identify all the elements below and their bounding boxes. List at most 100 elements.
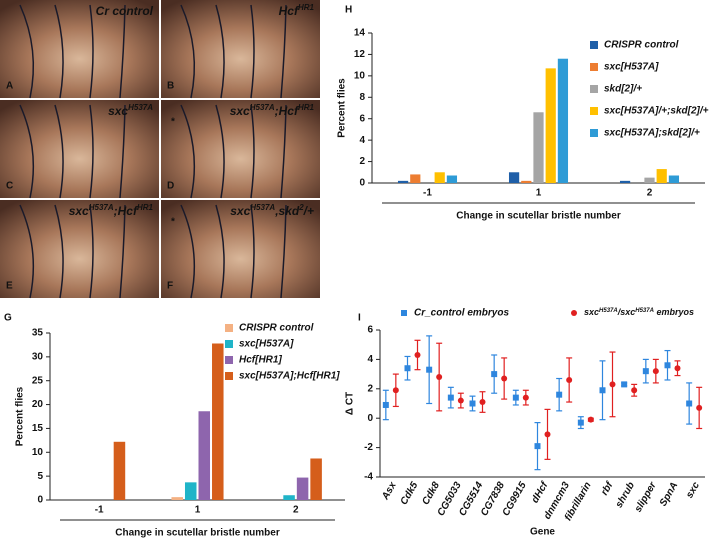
label-part: HR1	[298, 3, 315, 12]
point	[599, 387, 606, 394]
legend-swatch	[590, 107, 598, 115]
bristle	[215, 104, 225, 199]
bristle	[250, 104, 255, 199]
bristle	[180, 4, 196, 99]
photo-panels	[0, 0, 320, 299]
y-tick-label: 5	[37, 471, 43, 482]
y-tick-label: 10	[354, 70, 366, 81]
x-tick-label: Cdk8	[420, 480, 442, 507]
point	[447, 394, 454, 401]
point	[469, 400, 476, 407]
point	[491, 371, 498, 378]
label-part: H537A	[635, 308, 654, 314]
x-tick-label: shrub	[614, 480, 637, 510]
panel-letter: H	[345, 5, 352, 16]
legend-label: skd[2]/+	[604, 84, 642, 95]
label-part: 2	[298, 203, 304, 212]
legend-swatch	[590, 129, 598, 137]
x-tick-label: rbf	[599, 479, 616, 497]
bristle	[89, 204, 94, 299]
legend-swatch	[225, 324, 233, 332]
legend-label: sxc[H537A]	[604, 62, 659, 73]
panel-letter: E	[6, 281, 13, 292]
bristle	[19, 204, 35, 299]
y-tick-label: 14	[354, 28, 366, 39]
point	[577, 419, 584, 426]
label: HcfHR1	[279, 3, 315, 19]
label-part: /+	[303, 204, 314, 218]
legend-label: Cr_control embryos	[414, 308, 509, 319]
x-tick-label: slipper	[633, 479, 659, 514]
label: sxcH537A;HcfHR1	[230, 103, 315, 119]
point	[382, 401, 389, 408]
panel-letter: A	[6, 81, 13, 92]
y-tick-label: 30	[32, 351, 44, 362]
point	[534, 443, 541, 450]
label-part: sxc	[108, 104, 128, 118]
y-tick-label: 10	[32, 447, 44, 458]
y-tick-label: 2	[359, 156, 365, 167]
photo	[161, 100, 320, 198]
photo	[0, 0, 159, 98]
bar	[198, 411, 211, 500]
bristle	[54, 4, 64, 99]
x-axis-title: Change in scutellar bristle number	[456, 211, 621, 222]
legend-swatch	[225, 340, 233, 348]
y-tick-label: 15	[32, 423, 44, 434]
label-part: sxc	[230, 104, 250, 118]
label-part: ,skd	[274, 204, 300, 218]
bar	[508, 172, 520, 183]
photo	[0, 100, 159, 198]
point	[522, 394, 529, 401]
x-tick-label: -1	[423, 188, 432, 199]
label-part: Hcf	[279, 4, 299, 18]
label: Cr control	[96, 4, 154, 18]
label-part: HR1	[137, 203, 154, 212]
point	[426, 366, 433, 373]
legend-swatch	[571, 310, 577, 316]
point	[686, 400, 693, 407]
x-tick-label: 2	[293, 505, 299, 516]
legend-swatch	[225, 372, 233, 380]
x-tick-label: 2	[647, 188, 653, 199]
bar	[446, 175, 458, 183]
legend-swatch	[225, 356, 233, 364]
point	[609, 381, 616, 388]
panel-letter: B	[167, 81, 174, 92]
legend-swatch	[401, 310, 407, 316]
label-part: sxc	[584, 307, 599, 317]
y-tick-label: 6	[367, 325, 373, 336]
bar	[619, 180, 631, 183]
bristle	[54, 204, 64, 299]
point	[674, 365, 681, 372]
point	[664, 362, 671, 369]
bristle	[119, 204, 126, 299]
y-tick-label: 12	[354, 49, 366, 60]
panel-letter: G	[4, 313, 12, 324]
panel-letter: D	[167, 181, 174, 192]
bristle	[250, 4, 255, 99]
bristle	[280, 204, 287, 299]
bristle	[180, 204, 196, 299]
bristle	[280, 4, 287, 99]
y-tick-label: 8	[359, 92, 365, 103]
label-part: H537A	[599, 308, 618, 314]
point	[544, 431, 551, 438]
x-tick-label: -1	[95, 505, 104, 516]
point	[436, 374, 443, 381]
point	[414, 351, 421, 358]
asterisk: *	[171, 217, 175, 228]
point	[501, 375, 508, 382]
label-part: sxc	[69, 204, 89, 218]
bristle	[215, 4, 225, 99]
bristle	[280, 104, 287, 199]
bar	[283, 495, 295, 500]
legend-label: sxc[H537A];Hcf[HR1]	[239, 371, 340, 382]
bar	[113, 441, 126, 500]
legend-label: CRISPR control	[604, 40, 679, 51]
point	[512, 394, 519, 401]
legend-label: sxc[H537A];skd[2]/+	[604, 128, 700, 139]
panel-letter: F	[167, 281, 173, 292]
label-part: ;Hcf	[275, 104, 299, 118]
